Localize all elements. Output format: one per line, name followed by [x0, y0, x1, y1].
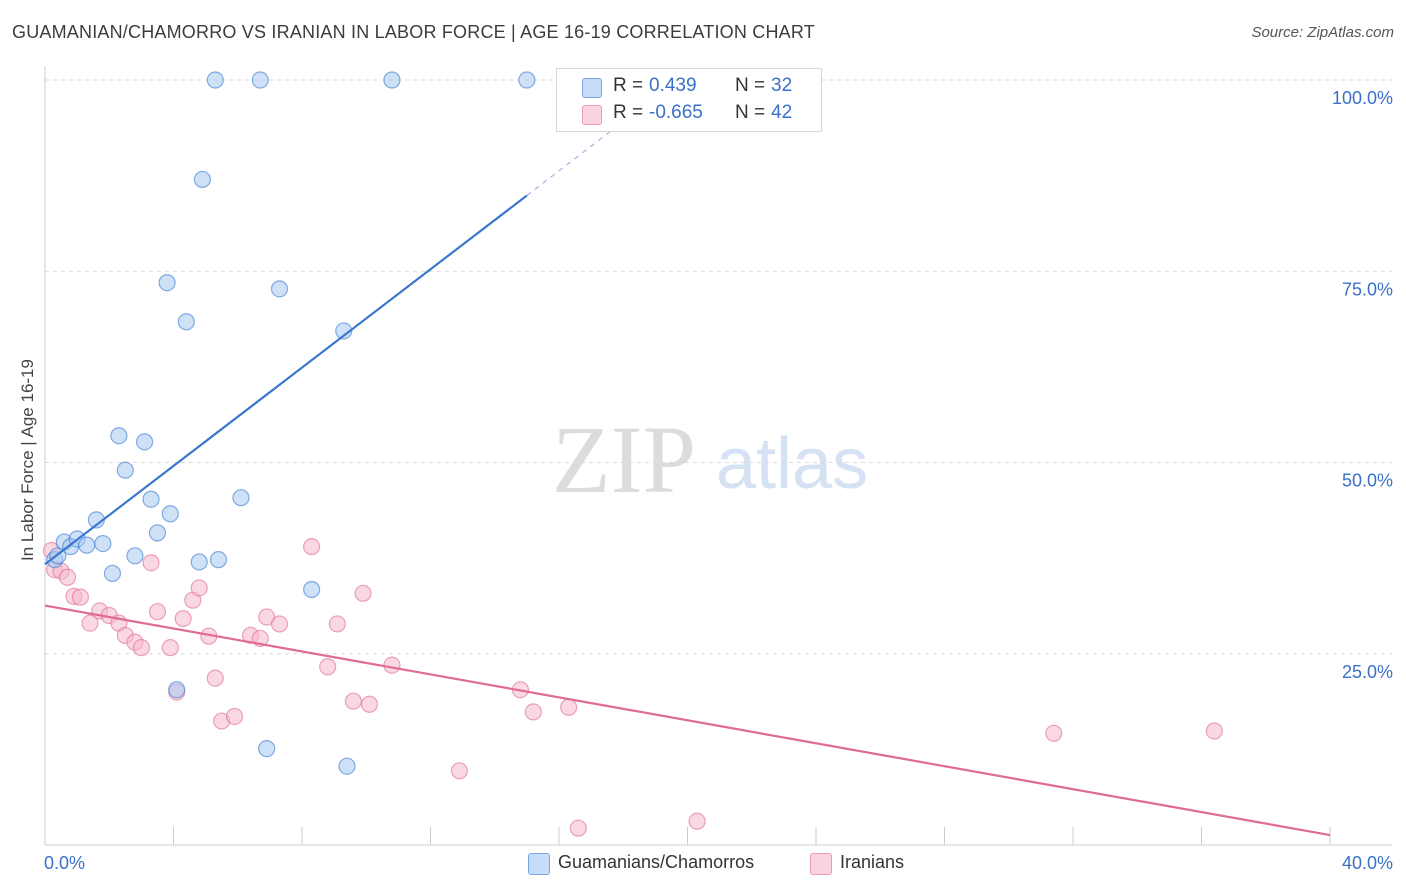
watermark-atlas: atlas [716, 424, 868, 504]
y-tick-label: 75.0% [1342, 279, 1393, 299]
iranians-point [524, 703, 542, 721]
guamanians-point [158, 274, 176, 292]
iranians-point [190, 579, 208, 597]
guamanians-point [232, 489, 250, 507]
guamanians-point [335, 322, 353, 340]
correlation-legend: R = 0.439 N = 32 R = -0.665 N = 42 [556, 68, 822, 132]
iranians-point [569, 819, 587, 837]
iranians-point [174, 609, 192, 628]
guamanians-point [338, 757, 356, 775]
legend-n-value: 32 [771, 75, 793, 96]
guamanians-point [270, 280, 289, 298]
guamanians-trend-line [44, 194, 528, 566]
iranians-point [132, 639, 150, 657]
guamanians-point [251, 71, 269, 89]
iranians-point [344, 692, 362, 710]
bottom-legend-swatch-pink [810, 853, 832, 875]
zipatlas-watermark: ZIP atlas [552, 406, 868, 513]
guamanians-points [46, 71, 536, 775]
iranians-point [225, 707, 244, 726]
iranians-point [142, 554, 160, 572]
guamanians-point [518, 71, 536, 89]
watermark-zip: ZIP [552, 406, 696, 513]
guamanians-point [142, 490, 160, 508]
iranians-point [161, 639, 179, 657]
guamanians-point [135, 433, 154, 451]
legend-swatch-blue [582, 78, 602, 98]
y-tick-label: 50.0% [1342, 471, 1393, 491]
iranians-point [206, 669, 224, 687]
iranians-points [42, 538, 1223, 837]
iranians-point [450, 762, 469, 780]
guamanians-point [161, 505, 179, 523]
iranians-point [319, 658, 337, 676]
bottom-legend-label: Guamanians/Chamorros [558, 852, 755, 872]
guamanians-trend-extension [526, 96, 656, 196]
bottom-legend-swatch-blue [528, 853, 550, 875]
iranians-point [360, 695, 379, 713]
iranians-point [1205, 722, 1223, 740]
iranians-point [354, 584, 372, 602]
iranians-point [148, 603, 167, 621]
source-label: Source: ZipAtlas.com [1251, 24, 1394, 41]
legend-r-value: 0.439 [649, 75, 697, 96]
y-tick-label: 25.0% [1342, 662, 1393, 682]
iranians-point [560, 698, 578, 716]
iranians-point [270, 615, 289, 633]
grid-lines [45, 79, 1392, 655]
iranians-point [71, 588, 89, 606]
iranians-point [688, 812, 706, 830]
axes [44, 66, 1392, 846]
guamanians-point [209, 551, 228, 569]
bottom-legend-label: Iranians [840, 852, 905, 872]
iranians-point [81, 614, 99, 632]
iranians-point [383, 656, 401, 674]
y-tick-label: 100.0% [1332, 88, 1393, 108]
legend-n-value: 42 [771, 102, 793, 123]
iranians-trend-line [44, 604, 1331, 837]
iranians-point [303, 538, 321, 556]
guamanians-point [168, 681, 186, 699]
guamanians-point [110, 427, 128, 445]
guamanians-point [303, 580, 321, 599]
legend-r-value: -0.665 [649, 102, 703, 123]
guamanians-point [148, 524, 167, 542]
x-tick-label-right: 40.0% [1342, 853, 1393, 873]
guamanians-point [177, 313, 195, 331]
guamanians-point [126, 547, 144, 565]
guamanians-point [383, 71, 401, 89]
guamanians-point [190, 553, 208, 571]
iranians-point [1045, 724, 1063, 742]
chart-title: GUAMANIAN/CHAMORRO VS IRANIAN IN LABOR F… [12, 22, 815, 42]
guamanians-point [94, 534, 112, 553]
guamanians-point [78, 536, 96, 554]
iranians-point [328, 615, 346, 633]
legend-n-label: N = [735, 75, 766, 96]
trend-lines [44, 96, 1331, 837]
iranians-point [58, 568, 77, 586]
guamanians-point [258, 740, 276, 758]
guamanians-point [206, 71, 224, 89]
tick-labels: 25.0% 50.0% 75.0% 100.0% 0.0% 40.0% [44, 88, 1393, 873]
legend-r-label: R = [613, 75, 644, 96]
guamanians-point [116, 461, 134, 479]
guamanians-point [103, 564, 122, 583]
guamanians-point [193, 170, 212, 189]
x-tick-label-left: 0.0% [44, 853, 85, 873]
legend-n-label: N = [735, 102, 766, 123]
legend-swatch-pink [582, 105, 602, 125]
legend-r-label: R = [613, 102, 644, 123]
